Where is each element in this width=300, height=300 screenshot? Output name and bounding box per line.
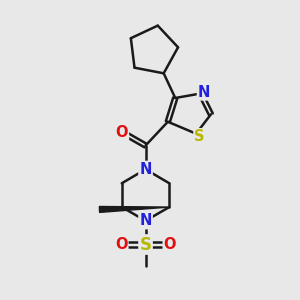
Text: N: N bbox=[198, 85, 210, 100]
Text: S: S bbox=[140, 236, 152, 253]
Text: S: S bbox=[194, 129, 205, 144]
Polygon shape bbox=[99, 206, 169, 212]
Text: O: O bbox=[115, 237, 128, 252]
Text: O: O bbox=[116, 125, 128, 140]
Text: N: N bbox=[140, 162, 152, 177]
Text: O: O bbox=[164, 237, 176, 252]
Text: N: N bbox=[140, 213, 152, 228]
